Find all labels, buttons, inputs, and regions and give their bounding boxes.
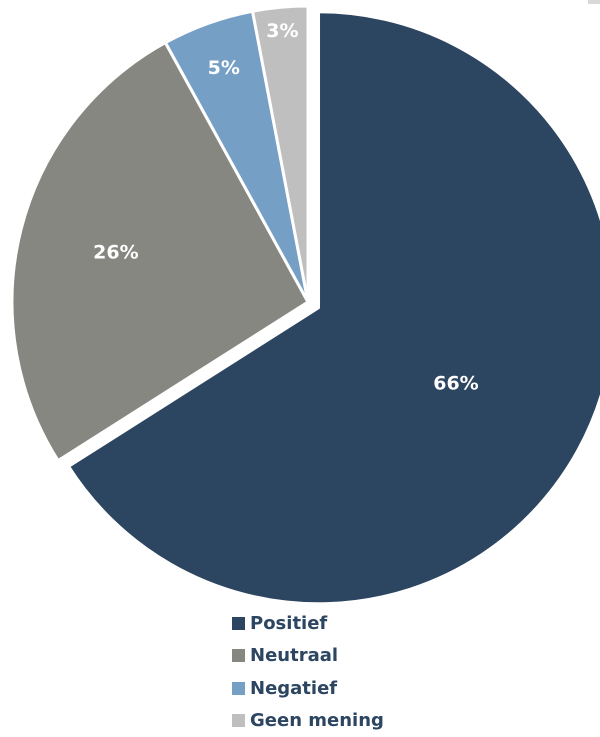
legend-swatch-negatief — [232, 682, 245, 695]
legend-item-neutraal: Neutraal — [232, 640, 384, 673]
legend-swatch-geen-mening — [232, 714, 245, 727]
legend-label-positief: Positief — [250, 613, 327, 634]
data-label-negatief: 5% — [208, 57, 240, 79]
legend-label-negatief: Negatief — [250, 678, 337, 699]
legend-swatch-neutraal — [232, 649, 245, 662]
legend-item-geen-mening: Geen mening — [232, 705, 384, 737]
data-label-geen-mening: 3% — [266, 20, 298, 42]
legend: Positief Neutraal Negatief Geen mening — [232, 607, 384, 737]
legend-item-positief: Positief — [232, 607, 384, 640]
data-label-positief: 66% — [433, 372, 478, 394]
legend-label-geen-mening: Geen mening — [250, 710, 384, 731]
data-label-neutraal: 26% — [93, 242, 138, 264]
corner-mark — [588, 0, 600, 4]
legend-item-negatief: Negatief — [232, 672, 384, 705]
legend-swatch-positief — [232, 617, 245, 630]
legend-label-neutraal: Neutraal — [250, 645, 338, 666]
